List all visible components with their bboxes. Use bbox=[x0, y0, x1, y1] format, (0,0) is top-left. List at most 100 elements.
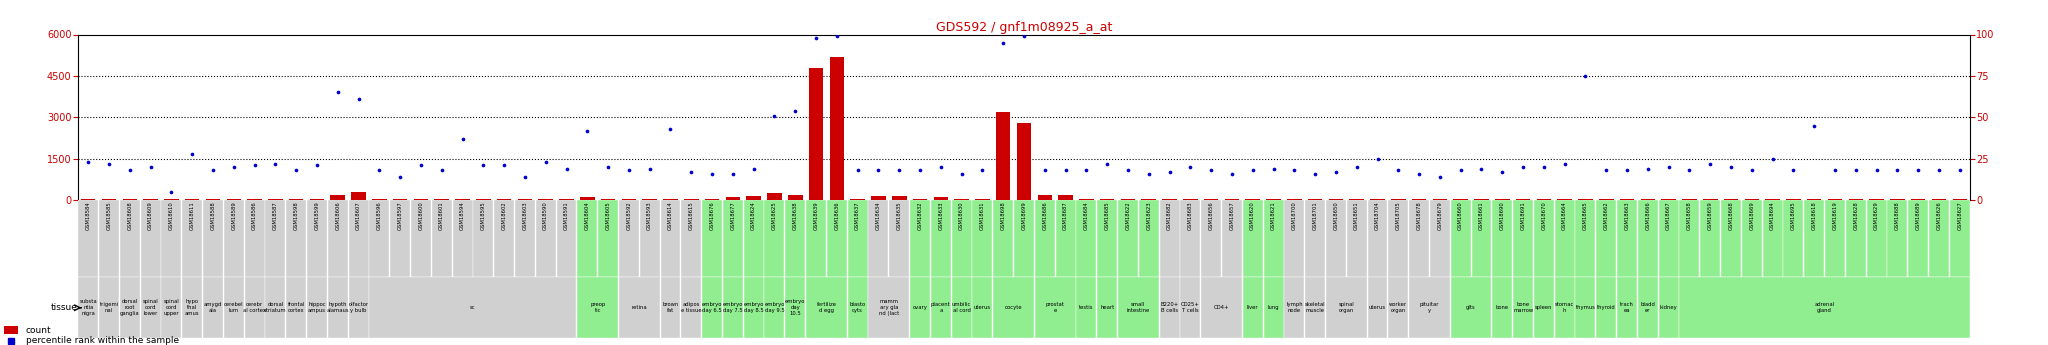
Bar bbox=[1554, 277, 1575, 338]
Bar bbox=[1745, 199, 1759, 200]
Text: thymus: thymus bbox=[1575, 305, 1595, 310]
Bar bbox=[121, 277, 139, 338]
Point bbox=[633, 166, 666, 171]
Text: skeletal
muscle: skeletal muscle bbox=[1305, 302, 1325, 313]
Bar bbox=[539, 199, 553, 200]
Bar bbox=[162, 277, 182, 338]
Bar bbox=[578, 200, 598, 277]
Bar bbox=[475, 199, 492, 200]
Bar bbox=[1325, 277, 1366, 338]
Text: kidney: kidney bbox=[1659, 305, 1677, 310]
Bar bbox=[682, 277, 700, 338]
Bar bbox=[1329, 199, 1343, 200]
Bar bbox=[498, 199, 512, 200]
Bar bbox=[1450, 200, 1470, 277]
Point bbox=[1528, 164, 1561, 170]
Bar bbox=[1575, 277, 1595, 338]
Text: spleen: spleen bbox=[1536, 305, 1552, 310]
Bar bbox=[702, 277, 723, 338]
Text: GSM18606: GSM18606 bbox=[336, 201, 340, 230]
Bar bbox=[850, 199, 864, 200]
Point bbox=[883, 168, 915, 173]
Bar bbox=[932, 277, 950, 338]
Text: CD4+: CD4+ bbox=[1214, 305, 1229, 310]
Bar bbox=[223, 277, 244, 338]
Point bbox=[301, 162, 334, 168]
Text: embryo
day 8.5: embryo day 8.5 bbox=[743, 302, 764, 313]
Bar bbox=[557, 200, 575, 277]
Point bbox=[1610, 168, 1642, 173]
Bar bbox=[725, 197, 739, 200]
Text: hypo
thal
amus: hypo thal amus bbox=[184, 299, 199, 316]
Text: GSM18605: GSM18605 bbox=[606, 201, 610, 230]
Bar bbox=[414, 199, 428, 200]
Bar bbox=[1079, 199, 1094, 200]
Text: hippoc
ampus: hippoc ampus bbox=[307, 302, 326, 313]
Bar bbox=[1804, 200, 1825, 277]
Bar bbox=[1034, 277, 1075, 338]
Text: GSM18619: GSM18619 bbox=[1833, 201, 1837, 230]
Text: GSM18661: GSM18661 bbox=[1479, 201, 1485, 230]
Point bbox=[1049, 168, 1081, 173]
Bar bbox=[995, 112, 1010, 200]
Bar bbox=[975, 199, 989, 200]
Text: GSM18638: GSM18638 bbox=[793, 201, 799, 230]
Bar bbox=[223, 200, 244, 277]
Bar bbox=[913, 199, 928, 200]
Bar bbox=[1679, 200, 1700, 277]
Point bbox=[1798, 123, 1831, 128]
Bar bbox=[473, 200, 494, 277]
Bar bbox=[1516, 199, 1530, 200]
Text: GSM18679: GSM18679 bbox=[1438, 201, 1442, 230]
Bar bbox=[205, 199, 221, 200]
Text: GSM18678: GSM18678 bbox=[1417, 201, 1421, 230]
Text: pituitar
y: pituitar y bbox=[1419, 302, 1440, 313]
Bar bbox=[1098, 277, 1116, 338]
Bar bbox=[1659, 277, 1679, 338]
Point bbox=[758, 113, 791, 118]
Bar bbox=[1077, 277, 1096, 338]
Bar bbox=[1765, 199, 1780, 200]
Text: GSM18587: GSM18587 bbox=[272, 201, 279, 230]
Text: GSM18610: GSM18610 bbox=[168, 201, 174, 230]
Bar bbox=[1391, 199, 1405, 200]
Bar bbox=[373, 199, 387, 200]
Text: adrenal
gland: adrenal gland bbox=[1815, 302, 1835, 313]
Bar bbox=[1534, 200, 1554, 277]
Bar bbox=[1866, 200, 1886, 277]
Bar bbox=[743, 200, 764, 277]
Text: olfactor
y bulb: olfactor y bulb bbox=[348, 302, 369, 313]
Bar bbox=[182, 277, 203, 338]
Point bbox=[842, 168, 874, 173]
Text: GSM18614: GSM18614 bbox=[668, 201, 674, 230]
Point bbox=[342, 96, 375, 102]
Bar bbox=[889, 200, 909, 277]
Text: GSM18586: GSM18586 bbox=[252, 201, 258, 230]
Point bbox=[946, 171, 979, 176]
Bar bbox=[868, 277, 909, 338]
Bar bbox=[598, 200, 618, 277]
Text: amygd
ala: amygd ala bbox=[205, 302, 221, 313]
Point bbox=[551, 166, 584, 171]
Point bbox=[1632, 166, 1665, 171]
Point bbox=[1880, 168, 1913, 173]
Bar bbox=[1952, 199, 1966, 200]
Bar bbox=[1180, 277, 1200, 338]
Bar bbox=[909, 277, 930, 338]
Text: GSM18659: GSM18659 bbox=[1708, 201, 1712, 230]
Text: GSM18589: GSM18589 bbox=[231, 201, 236, 230]
Point bbox=[1217, 171, 1249, 176]
Text: GSM18699: GSM18699 bbox=[1022, 201, 1026, 230]
Point bbox=[676, 169, 709, 175]
Text: GSM18660: GSM18660 bbox=[1458, 201, 1462, 230]
Text: cerebr
al cortex: cerebr al cortex bbox=[244, 302, 266, 313]
Point bbox=[1339, 164, 1372, 170]
Bar bbox=[1430, 200, 1450, 277]
Text: GSM18584: GSM18584 bbox=[86, 201, 90, 230]
Bar bbox=[745, 196, 762, 200]
Text: placent
a: placent a bbox=[932, 302, 950, 313]
Text: GSM18618: GSM18618 bbox=[1812, 201, 1817, 230]
Text: GSM18633: GSM18633 bbox=[938, 201, 944, 230]
Text: GSM18656: GSM18656 bbox=[1208, 201, 1214, 230]
Point bbox=[1444, 168, 1477, 173]
